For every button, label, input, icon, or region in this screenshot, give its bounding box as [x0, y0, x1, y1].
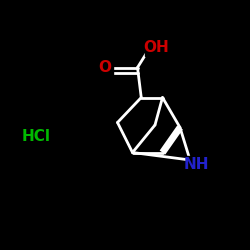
Text: O: O [98, 60, 112, 75]
Text: NH: NH [184, 157, 209, 172]
Text: OH: OH [144, 40, 169, 55]
Text: HCl: HCl [22, 129, 51, 144]
Bar [97, 59, 113, 76]
Bar [186, 156, 206, 172]
Bar [145, 39, 168, 56]
